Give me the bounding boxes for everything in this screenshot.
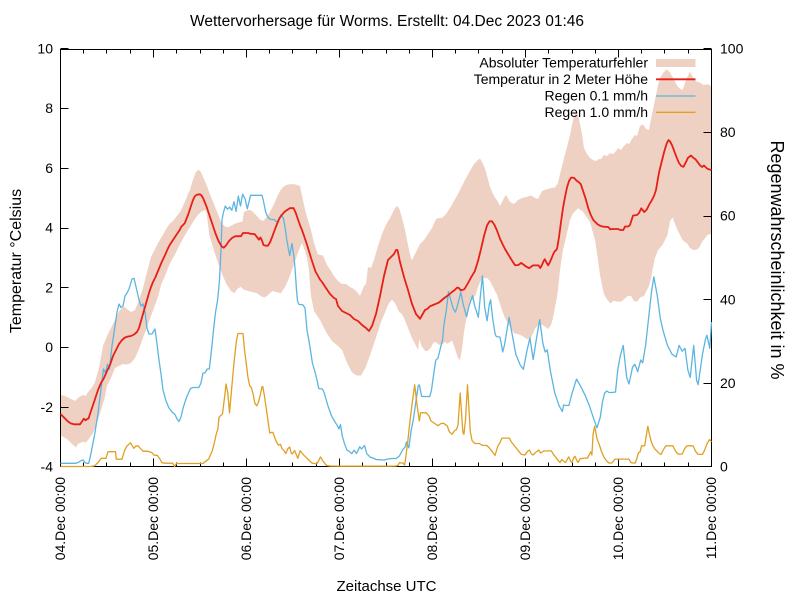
svg-text:Zeitachse UTC: Zeitachse UTC: [336, 578, 436, 595]
svg-text:10: 10: [37, 41, 53, 57]
svg-text:11.Dec 00:00: 11.Dec 00:00: [703, 477, 719, 559]
svg-text:Absoluter Temperaturfehler: Absoluter Temperaturfehler: [479, 55, 648, 71]
svg-text:6: 6: [45, 160, 53, 176]
svg-text:Regenwahrscheinlichkeit in %: Regenwahrscheinlichkeit in %: [767, 140, 787, 379]
svg-text:10.Dec 00:00: 10.Dec 00:00: [610, 477, 626, 560]
svg-text:Temperatur °Celsius: Temperatur °Celsius: [8, 189, 25, 333]
svg-text:Wettervorhersage für Worms. Er: Wettervorhersage für Worms. Erstellt: 04…: [190, 13, 584, 30]
svg-text:-4: -4: [41, 459, 54, 475]
svg-text:80: 80: [720, 124, 736, 140]
svg-text:20: 20: [720, 375, 736, 391]
svg-text:05.Dec 00:00: 05.Dec 00:00: [145, 477, 161, 560]
svg-text:4: 4: [45, 220, 53, 236]
svg-text:2: 2: [45, 279, 53, 295]
svg-text:Regen 0.1 mm/h: Regen 0.1 mm/h: [545, 88, 649, 104]
svg-text:09.Dec 00:00: 09.Dec 00:00: [517, 477, 533, 560]
svg-text:0: 0: [45, 339, 53, 355]
svg-text:08.Dec 00:00: 08.Dec 00:00: [424, 477, 440, 560]
svg-text:Regen 1.0 mm/h: Regen 1.0 mm/h: [545, 104, 649, 120]
svg-text:04.Dec 00:00: 04.Dec 00:00: [52, 477, 68, 560]
svg-text:Temperatur in 2 Meter Höhe: Temperatur in 2 Meter Höhe: [474, 71, 649, 87]
svg-text:0: 0: [720, 459, 728, 475]
svg-text:-2: -2: [41, 399, 54, 415]
svg-text:100: 100: [720, 41, 744, 57]
svg-text:06.Dec 00:00: 06.Dec 00:00: [238, 477, 254, 560]
svg-text:07.Dec 00:00: 07.Dec 00:00: [331, 477, 347, 560]
svg-text:8: 8: [45, 100, 53, 116]
svg-text:60: 60: [720, 208, 736, 224]
svg-text:40: 40: [720, 291, 736, 307]
